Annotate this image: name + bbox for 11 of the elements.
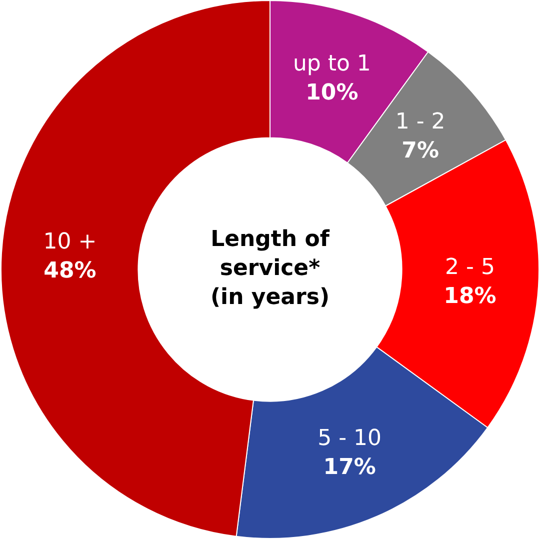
data-label: 7% xyxy=(402,138,440,164)
text: Length of service* (in years) xyxy=(210,227,330,310)
slice-label: 10 + xyxy=(43,230,97,255)
slice-label: 1 - 2 xyxy=(395,110,446,135)
data-label: 48% xyxy=(44,258,96,284)
slice-label: up to 1 xyxy=(292,52,371,77)
slice-label: 5 - 10 xyxy=(318,426,382,452)
slice-label: 2 - 5 xyxy=(445,254,495,280)
data-label: 10% xyxy=(306,80,358,106)
data-label: 17% xyxy=(323,455,376,480)
data-label: 18% xyxy=(444,284,496,309)
